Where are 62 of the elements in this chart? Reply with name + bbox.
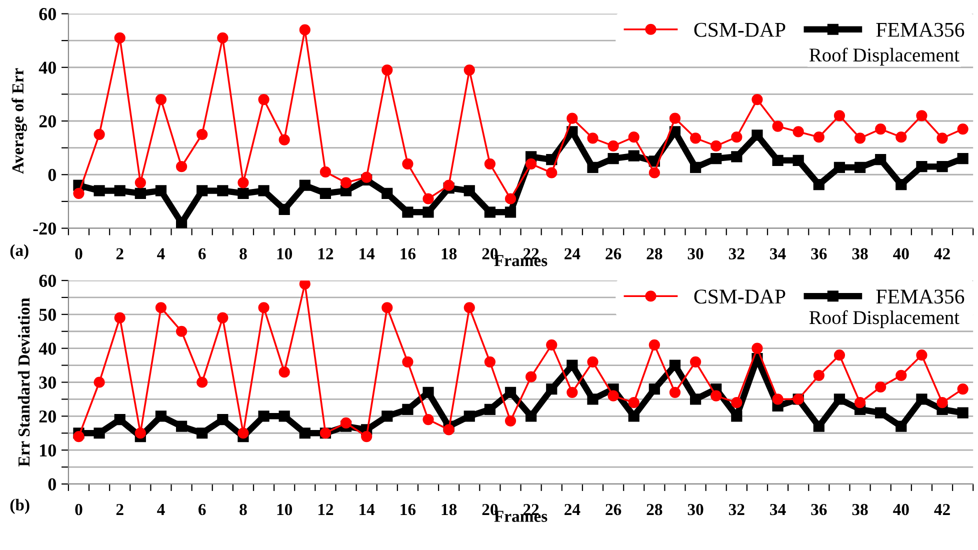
x-tick-label: 40 (893, 504, 909, 516)
x-tick-label: 38 (852, 248, 868, 260)
x-tick-label: 24 (564, 248, 580, 260)
x-tick-label: 12 (318, 248, 334, 260)
text: (b) (10, 498, 30, 514)
x-tick-label: 18 (442, 248, 457, 260)
x-tick-label: 2 (116, 248, 124, 260)
x-tick-label: 38 (852, 504, 868, 516)
y-tick-label: 30 (39, 376, 56, 389)
x-tick-label: 8 (240, 248, 247, 260)
x-tick-label: 36 (811, 248, 827, 260)
x-tick-label: 10 (277, 504, 292, 516)
legend-label: FEMA356 (876, 22, 964, 37)
x-tick-label: 28 (646, 504, 662, 516)
y-tick-label: 50 (39, 308, 56, 321)
x-tick-label: 30 (688, 248, 704, 260)
y-tick-label: 20 (39, 410, 56, 423)
x-tick-label: 4 (157, 504, 165, 516)
legend-label: FEMA356 (876, 290, 964, 304)
y-axis-title: Average of Err (12, 68, 28, 174)
x-tick-label: 32 (728, 504, 744, 516)
x-tick-label: 18 (442, 504, 457, 516)
x-tick-label: 6 (198, 248, 206, 260)
annotation: Roof Displacement (809, 310, 960, 328)
x-tick-label: 34 (770, 248, 786, 260)
x-tick-label: 14 (360, 248, 375, 260)
x-tick-label: 28 (646, 248, 662, 260)
legend-label: CSM-DAP (694, 22, 786, 37)
x-tick-label: 4 (157, 248, 165, 260)
x-tick-label: 26 (606, 504, 622, 516)
y-tick-label: -20 (33, 222, 56, 235)
legend-label: CSM-DAP (694, 290, 786, 304)
x-tick-label: 24 (564, 504, 580, 516)
x-tick-label: 0 (75, 504, 82, 516)
x-tick-label: 14 (360, 504, 375, 516)
x-tick-label: 42 (934, 504, 950, 516)
y-tick-label: 40 (38, 342, 56, 355)
x-tick-label: 36 (811, 504, 827, 516)
x-tick-label: 32 (728, 248, 744, 260)
y-tick-label: 0 (48, 168, 56, 182)
y-axis-title: Err Standard Deviation (18, 298, 30, 467)
y-tick-label: 20 (39, 115, 56, 128)
y-tick-label: 0 (48, 478, 56, 490)
x-tick-label: 12 (318, 504, 334, 516)
x-tick-label: 16 (400, 504, 416, 516)
x-tick-label: 0 (75, 248, 82, 260)
x-tick-label: 8 (240, 504, 247, 516)
x-tick-label: 2 (116, 504, 124, 516)
text: (a) (10, 244, 28, 260)
x-tick-label: 6 (198, 504, 206, 516)
annotation: Roof Displacement (809, 48, 960, 66)
y-tick-label: 40 (38, 62, 56, 74)
x-tick-label: 40 (893, 248, 909, 260)
x-tick-label: 10 (277, 248, 292, 260)
y-tick-label: 60 (39, 8, 56, 20)
y-tick-label: 60 (39, 274, 56, 287)
x-tick-label: 16 (400, 248, 416, 260)
x-tick-label: 26 (606, 248, 622, 260)
y-tick-label: 10 (40, 444, 56, 457)
x-tick-label: 30 (688, 504, 704, 516)
x-tick-label: 42 (934, 248, 950, 260)
x-tick-label: 34 (770, 504, 786, 516)
